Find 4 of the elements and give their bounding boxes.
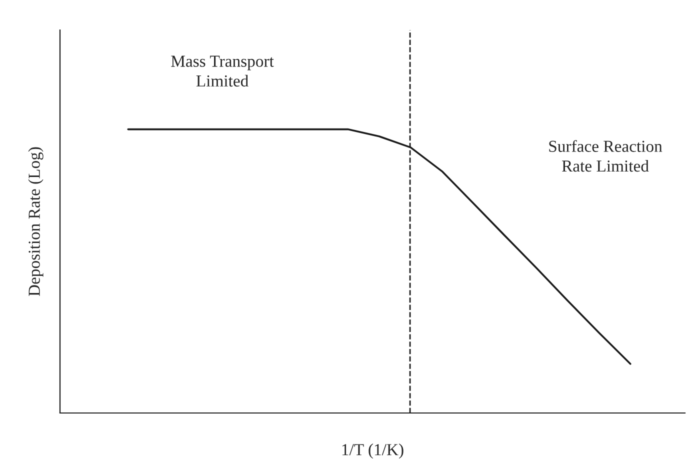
x-axis-title: 1/T (1/K) [342, 444, 404, 459]
y-axis-title: Deposition Rate (Log) [28, 147, 44, 296]
annotation: Surface Reaction Rate Limited [549, 140, 662, 172]
text: Mass Transport Limited [171, 56, 274, 87]
